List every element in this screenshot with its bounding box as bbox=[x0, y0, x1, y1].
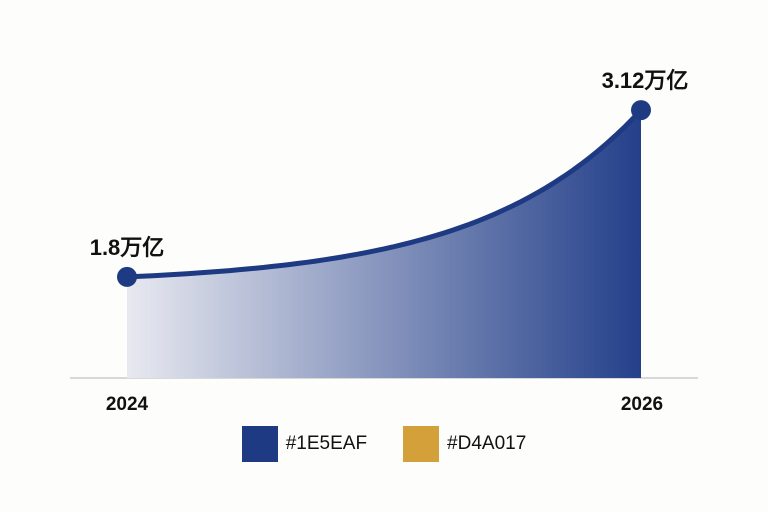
legend-label: #D4A017 bbox=[447, 433, 527, 454]
legend-item: #1E5EAF bbox=[241, 426, 368, 462]
data-label: 1.8万亿 bbox=[90, 235, 165, 260]
legend-label: #1E5EAF bbox=[285, 433, 368, 454]
legend-item: #D4A017 bbox=[403, 426, 526, 462]
x-tick-label: 2026 bbox=[621, 394, 663, 415]
data-label: 3.12万亿 bbox=[602, 68, 689, 93]
data-point-2026 bbox=[631, 100, 651, 121]
x-tick-label: 2024 bbox=[106, 394, 149, 415]
legend: #1E5EAF #D4A017 bbox=[0, 426, 768, 462]
legend-swatch bbox=[241, 426, 278, 462]
legend-swatch bbox=[403, 426, 440, 462]
series-line bbox=[124, 107, 644, 280]
area-fill bbox=[127, 110, 641, 378]
data-point-2024 bbox=[117, 266, 137, 287]
